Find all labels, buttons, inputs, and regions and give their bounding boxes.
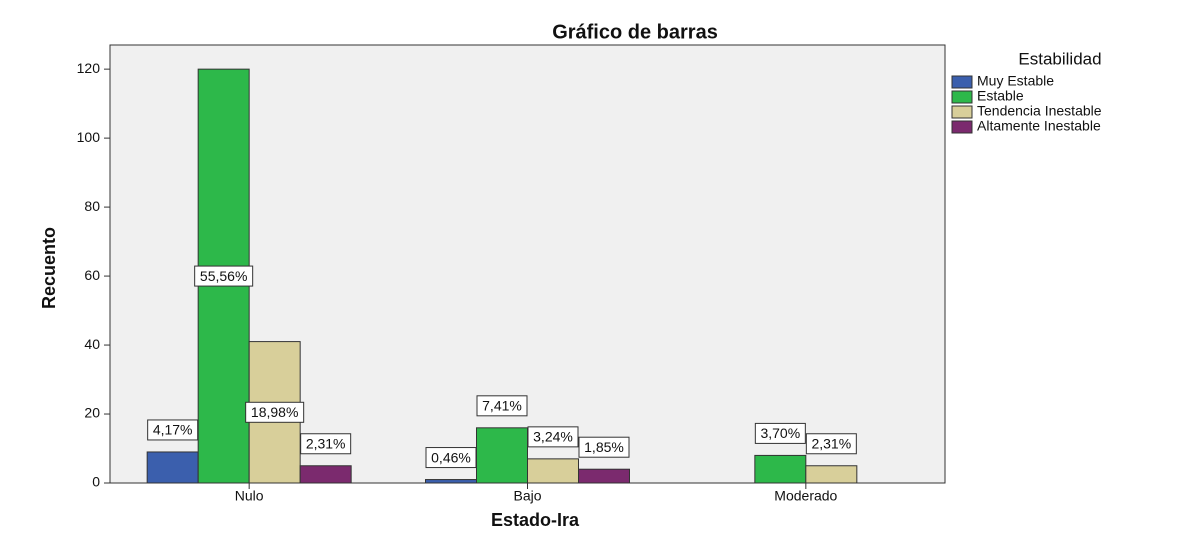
bar (299, 465, 352, 484)
label-box (527, 426, 579, 448)
legend-swatch (951, 105, 973, 119)
x-tick-label: Moderado (774, 488, 837, 504)
data-label: 7,41% (482, 398, 522, 414)
bar (425, 479, 477, 484)
bar (476, 427, 528, 484)
chart-title: Gráfico de barras (552, 21, 718, 43)
legend-swatch (951, 75, 973, 89)
data-label: 3,24% (533, 429, 573, 445)
label-box (245, 401, 305, 423)
bar (754, 454, 807, 484)
data-label: 4,17% (153, 422, 193, 438)
y-tick-label: 20 (84, 405, 100, 421)
legend-label: Altamente Inestable (977, 118, 1101, 134)
label-box (425, 447, 477, 469)
bar (146, 451, 199, 484)
bar (805, 465, 858, 484)
label-box (300, 433, 352, 455)
legend-swatch (951, 120, 973, 134)
data-label: 2,31% (306, 435, 346, 451)
label-box (805, 433, 857, 455)
label-box (578, 436, 630, 458)
label-box (147, 419, 199, 441)
bar (527, 458, 579, 484)
data-label: 0,46% (431, 449, 471, 465)
data-label: 18,98% (251, 404, 298, 420)
y-tick-label: 40 (84, 336, 100, 352)
x-tick-label: Bajo (513, 488, 541, 504)
data-label: 55,56% (200, 268, 247, 284)
legend-title: Estabilidad (1018, 49, 1101, 68)
y-tick-label: 0 (92, 474, 100, 490)
legend-label: Tendencia Inestable (977, 103, 1102, 119)
data-label: 3,70% (760, 425, 800, 441)
label-box (476, 395, 528, 417)
y-tick-label: 120 (77, 60, 101, 76)
label-box (194, 265, 254, 287)
y-tick-label: 60 (84, 267, 100, 283)
label-box (754, 422, 806, 444)
y-axis-label: Recuento (39, 227, 59, 309)
legend-swatch (951, 90, 973, 104)
legend-label: Muy Estable (977, 73, 1054, 89)
data-label: 2,31% (811, 435, 851, 451)
y-tick-label: 100 (77, 129, 101, 145)
legend-label: Estable (977, 88, 1024, 104)
x-tick-label: Nulo (235, 488, 264, 504)
data-label: 1,85% (584, 439, 624, 455)
x-axis-label: Estado-Ira (491, 510, 580, 530)
y-tick-label: 80 (84, 198, 100, 214)
bar (578, 468, 630, 484)
